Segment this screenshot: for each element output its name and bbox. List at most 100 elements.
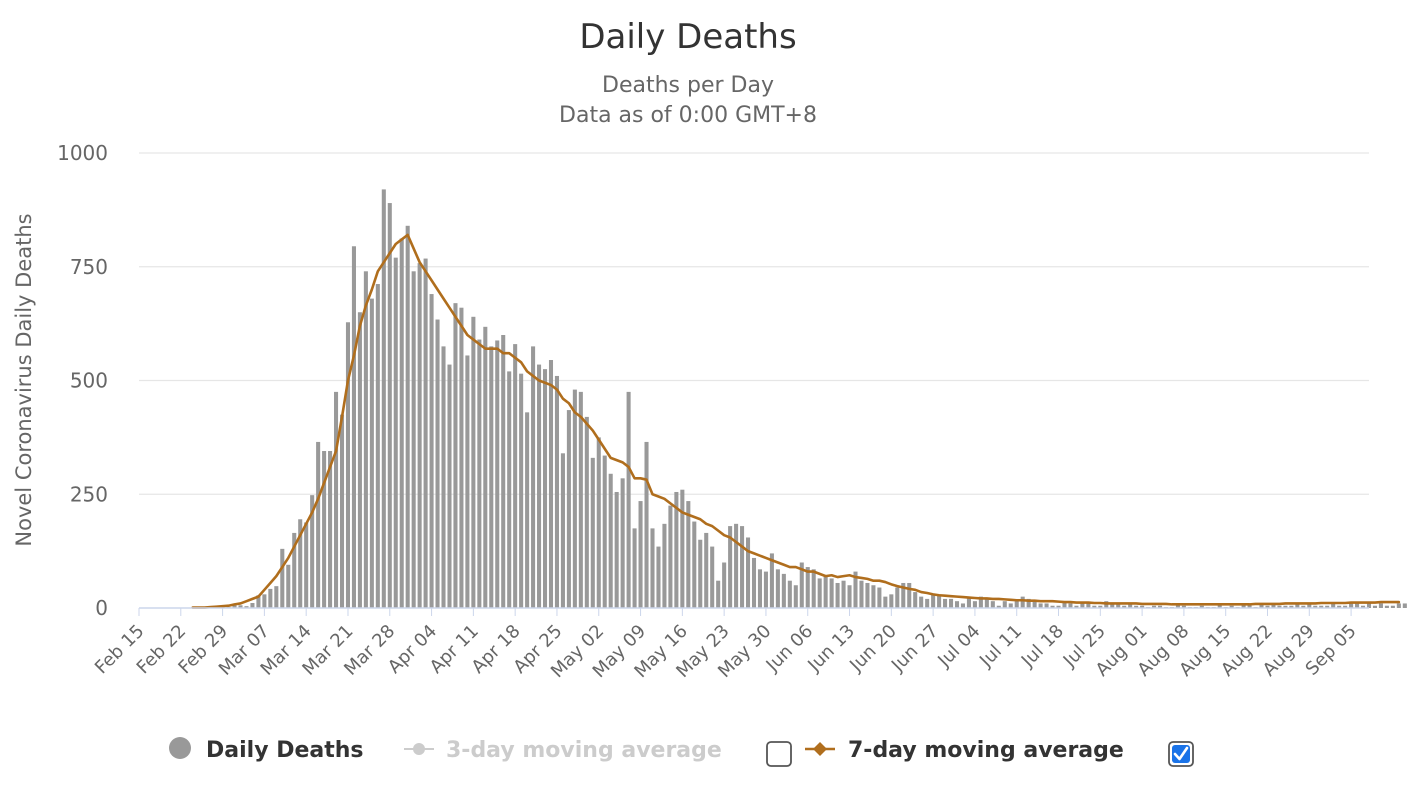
checkmark-icon	[1173, 746, 1189, 761]
daily-deaths-bar	[1157, 605, 1163, 608]
daily-deaths-bar	[835, 582, 840, 608]
daily-deaths-bar	[1384, 605, 1389, 608]
legend-item-7-day-average[interactable]: 7-day moving average	[805, 738, 1124, 763]
daily-deaths-bars	[196, 189, 1407, 609]
daily-deaths-bar	[1086, 603, 1091, 608]
daily-deaths-bar	[674, 491, 679, 608]
daily-deaths-bar	[542, 369, 548, 609]
daily-deaths-bar	[913, 592, 918, 608]
daily-deaths-bar	[560, 453, 565, 608]
daily-deaths-bar	[608, 473, 613, 608]
daily-deaths-bar	[757, 569, 762, 608]
daily-deaths-bar	[650, 528, 655, 609]
daily-deaths-bar	[799, 562, 804, 608]
daily-deaths-bar	[423, 258, 428, 608]
daily-deaths-bar	[584, 416, 589, 608]
daily-deaths-bar	[853, 571, 858, 608]
daily-deaths-bar	[519, 373, 524, 608]
daily-deaths-bar	[507, 371, 512, 608]
daily-deaths-bar	[280, 548, 285, 608]
daily-deaths-bar	[1038, 603, 1043, 608]
y-tick-label: 500	[70, 369, 108, 393]
daily-deaths-bar	[931, 594, 936, 608]
daily-deaths-bar	[548, 360, 554, 608]
daily-deaths-bar	[907, 582, 912, 608]
daily-deaths-bar	[256, 595, 261, 608]
daily-deaths-bar	[316, 441, 321, 608]
daily-deaths-bar	[369, 298, 374, 608]
daily-deaths-bar	[1396, 603, 1401, 608]
daily-deaths-bar	[1277, 605, 1282, 608]
daily-deaths-bar	[1152, 605, 1157, 608]
daily-deaths-bar	[620, 478, 625, 608]
checkbox-unchecked-icon	[766, 741, 792, 767]
daily-deaths-bar	[554, 375, 559, 608]
daily-deaths-bar	[1074, 605, 1079, 608]
y-tick-label: 0	[95, 596, 108, 620]
daily-deaths-bar	[692, 521, 697, 608]
daily-deaths-bar	[829, 578, 834, 608]
daily-deaths-bar	[262, 594, 267, 608]
daily-deaths-bar	[895, 587, 900, 608]
daily-deaths-bar	[1355, 603, 1360, 608]
daily-deaths-bar	[1366, 603, 1372, 608]
daily-deaths-bar	[781, 573, 786, 609]
daily-deaths-bar	[847, 585, 852, 608]
daily-deaths-bar	[381, 189, 386, 608]
daily-deaths-bar	[787, 580, 792, 608]
daily-deaths-bar	[859, 580, 864, 608]
daily-deaths-bar	[626, 391, 631, 609]
daily-deaths-bar	[405, 225, 410, 609]
daily-deaths-bar	[937, 594, 942, 608]
daily-deaths-bar	[465, 355, 470, 608]
daily-deaths-bar	[1062, 601, 1067, 608]
legend-item-daily-deaths[interactable]: Daily Deaths	[169, 737, 364, 763]
legend-item-3-day-average[interactable]: 3-day moving average	[404, 738, 722, 763]
daily-deaths-bar	[943, 598, 948, 608]
daily-deaths-bar	[722, 562, 727, 608]
daily-deaths-bar	[572, 389, 577, 608]
daily-deaths-bar	[1241, 603, 1246, 608]
daily-deaths-bar	[1032, 601, 1037, 608]
daily-deaths-bar	[763, 571, 768, 608]
daily-deaths-bar	[990, 601, 995, 608]
chart-subtitle-line-1: Deaths per Day	[602, 73, 774, 98]
daily-deaths-bar	[1372, 605, 1377, 608]
daily-deaths-bar	[793, 585, 798, 608]
daily-deaths-bar	[1134, 605, 1139, 608]
daily-deaths-bar	[1325, 605, 1330, 608]
daily-deaths-bar	[925, 598, 930, 608]
y-tick-label: 750	[70, 255, 108, 279]
daily-deaths-bar	[1295, 603, 1300, 608]
daily-deaths-bar	[614, 491, 619, 608]
checkbox-7-day-average[interactable]	[1168, 741, 1194, 767]
daily-deaths-bar	[1116, 603, 1121, 608]
daily-deaths-bar	[984, 598, 989, 608]
grid-lines	[139, 152, 1369, 495]
daily-deaths-bar	[411, 271, 416, 608]
daily-deaths-bar	[238, 605, 243, 608]
daily-deaths-bar	[811, 569, 816, 608]
daily-deaths-bar	[883, 596, 888, 609]
daily-deaths-bar	[578, 391, 583, 609]
daily-deaths-bar	[865, 582, 870, 608]
daily-deaths-bar	[363, 271, 368, 608]
daily-deaths-bar	[632, 528, 637, 609]
legend-label-3-day-average: 3-day moving average	[446, 738, 722, 763]
checkbox-3-day-average[interactable]	[766, 741, 792, 767]
daily-deaths-bar	[441, 346, 446, 609]
daily-deaths-bar	[686, 501, 691, 608]
daily-deaths-bar	[268, 588, 273, 608]
daily-deaths-bar	[1044, 603, 1049, 608]
daily-deaths-bar	[429, 294, 434, 608]
daily-deaths-bar	[1343, 605, 1348, 608]
daily-deaths-bar	[1265, 605, 1270, 608]
daily-deaths-bar	[477, 339, 482, 608]
daily-deaths-bar	[644, 441, 649, 608]
daily-deaths-bar	[328, 451, 333, 608]
daily-deaths-bar	[375, 284, 380, 608]
daily-deaths-bar	[525, 412, 530, 608]
legend-label-7-day-average: 7-day moving average	[848, 738, 1124, 763]
daily-deaths-bar	[1289, 605, 1294, 608]
daily-deaths-bar	[602, 455, 607, 608]
